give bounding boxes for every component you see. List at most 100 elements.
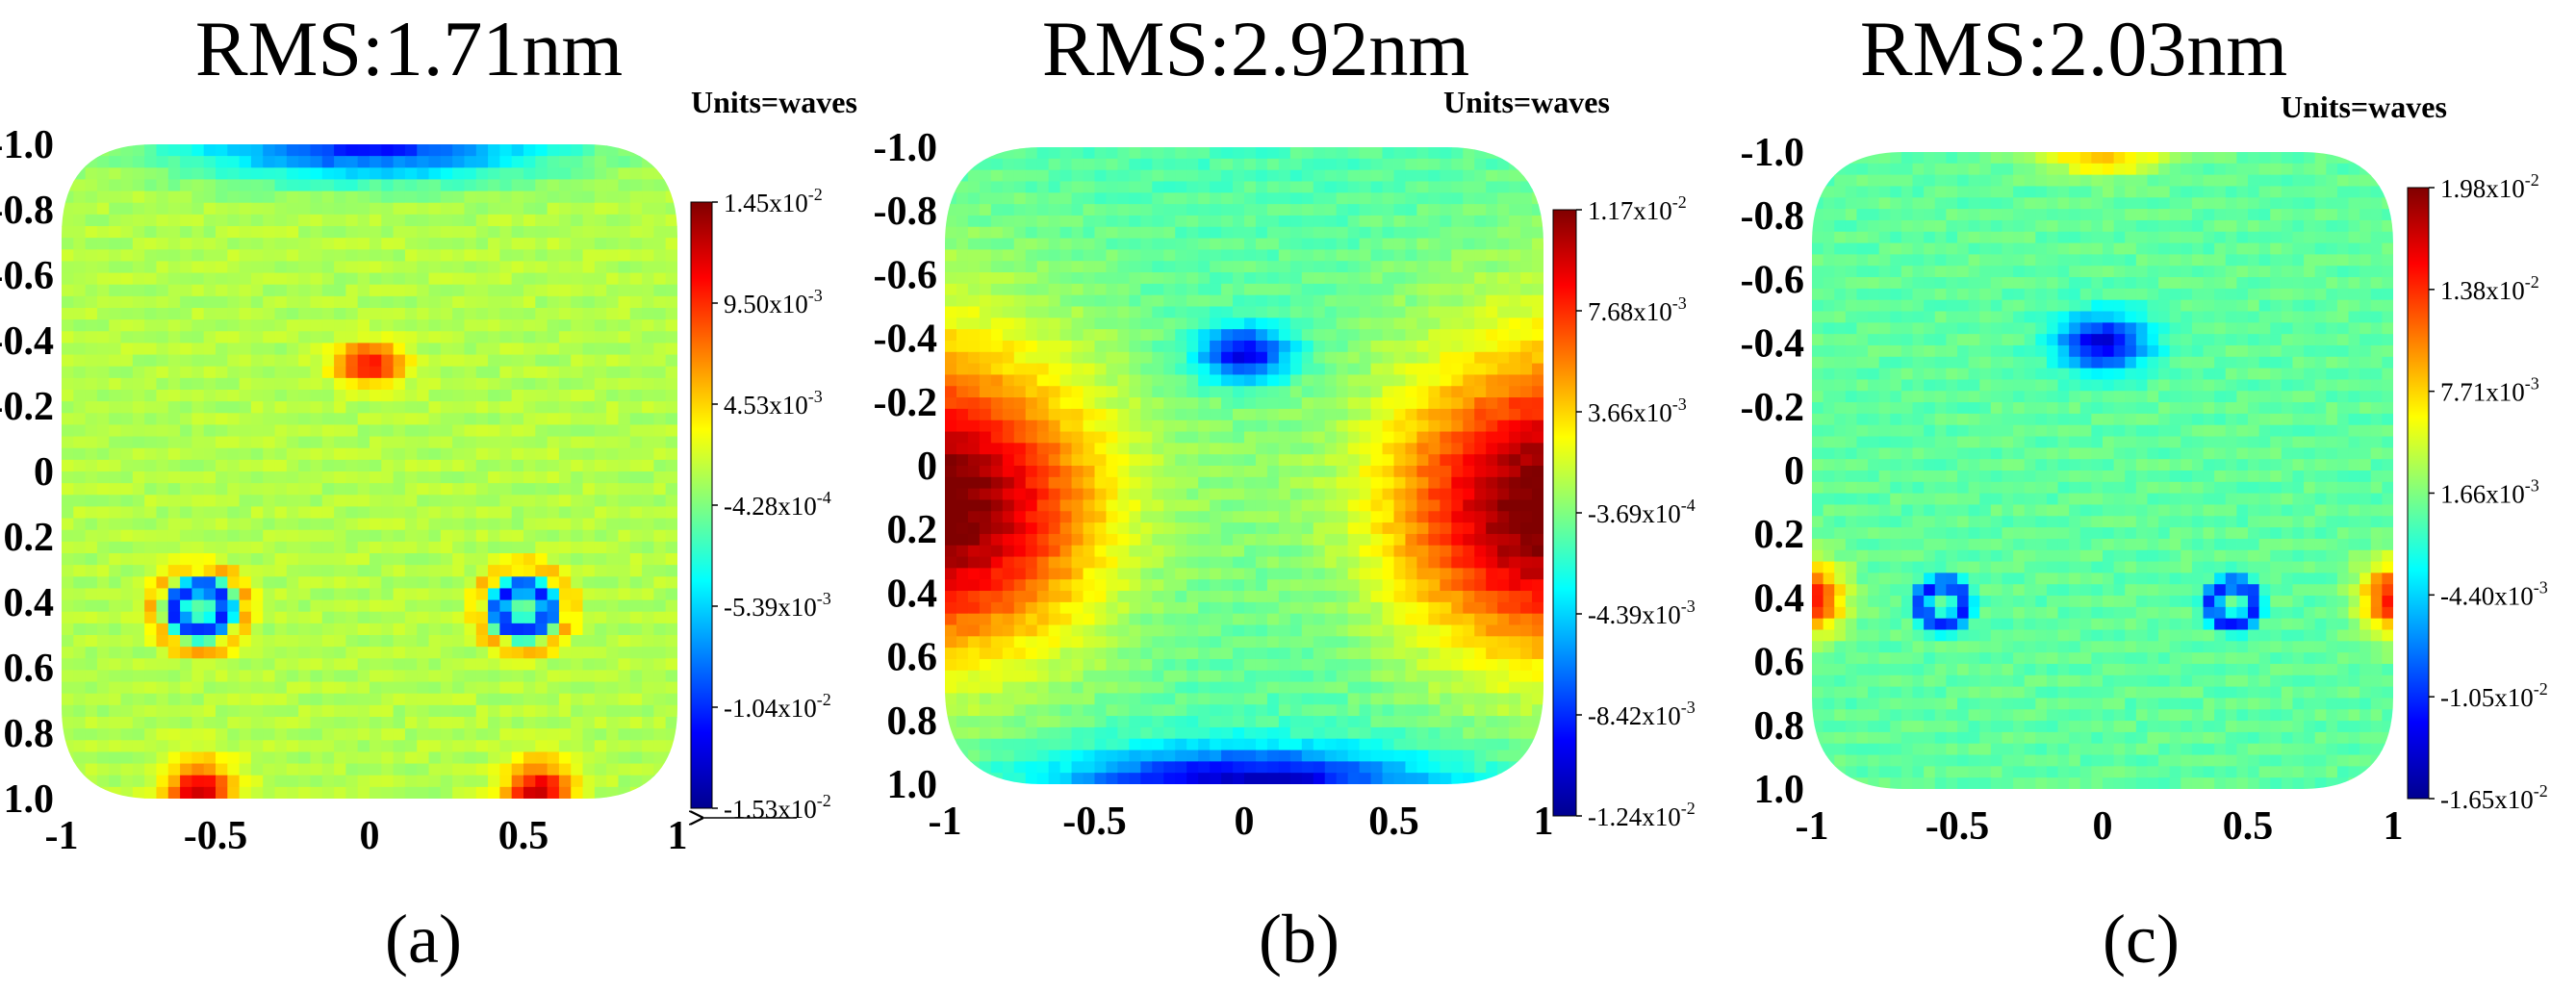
heatmap-cell	[428, 717, 442, 729]
heatmap-cell	[547, 717, 560, 729]
heatmap-cell	[120, 751, 134, 765]
heatmap-cell	[990, 476, 1004, 490]
heatmap-cell	[535, 647, 548, 659]
colorbar-label: -1.53x10-2	[724, 791, 831, 824]
heatmap-cell	[404, 447, 418, 461]
heatmap-cell	[156, 599, 169, 613]
heatmap-cell	[582, 238, 596, 250]
heatmap-cell	[1129, 386, 1141, 398]
heatmap-cell	[274, 390, 288, 402]
heatmap-cell	[1428, 192, 1441, 205]
heatmap-cell	[979, 306, 992, 318]
heatmap-cell	[1324, 431, 1338, 444]
heatmap-cell	[1463, 363, 1475, 376]
heatmap-cell	[629, 541, 643, 554]
heatmap-cell	[511, 249, 524, 263]
heatmap-cell	[1278, 545, 1291, 558]
heatmap-cell	[642, 483, 654, 496]
heatmap-cell	[85, 506, 98, 520]
heatmap-cell	[96, 565, 110, 577]
heatmap-cell	[428, 331, 442, 344]
heatmap-cell	[1336, 499, 1349, 512]
heatmap-cell	[1233, 556, 1245, 569]
heatmap-cell	[263, 728, 276, 741]
heatmap-cell	[1002, 556, 1015, 569]
heatmap-cell	[1048, 261, 1061, 273]
heatmap-cell	[310, 424, 323, 438]
heatmap-cell	[357, 377, 370, 391]
heatmap-cell	[558, 202, 572, 216]
heatmap-cell	[203, 670, 217, 683]
heatmap-cell	[334, 717, 346, 729]
heatmap-cell	[1486, 431, 1498, 444]
heatmap-cell	[1405, 351, 1418, 365]
heatmap-cell	[665, 751, 677, 765]
heatmap-cell	[167, 786, 181, 799]
heatmap-cell	[1221, 522, 1234, 535]
heatmap-cell	[381, 156, 395, 168]
heatmap-cell	[381, 717, 395, 729]
heatmap-cell	[475, 670, 489, 683]
heatmap-cell	[156, 670, 169, 683]
heatmap-cell	[1013, 499, 1027, 512]
heatmap-cell	[511, 693, 524, 706]
heatmap-cell	[464, 775, 477, 788]
heatmap-cell	[464, 763, 477, 776]
heatmap-cell	[558, 647, 572, 659]
heatmap-cell	[1152, 488, 1164, 501]
heatmap-cell	[464, 413, 477, 426]
heatmap-cell	[1382, 363, 1395, 376]
heatmap-cell	[642, 272, 654, 286]
heatmap-cell	[1198, 147, 1211, 160]
heatmap-cell	[1106, 431, 1119, 444]
heatmap-cell	[488, 670, 500, 683]
heatmap-cell	[167, 167, 181, 181]
heatmap-cell	[558, 717, 572, 729]
heatmap-cell	[404, 377, 418, 391]
heatmap-cell	[1497, 272, 1510, 285]
heatmap-cell	[1163, 204, 1176, 216]
heatmap-cell	[180, 295, 192, 309]
heatmap-cell	[120, 599, 134, 613]
heatmap-cell	[156, 284, 169, 297]
heatmap-cell	[1474, 443, 1487, 455]
heatmap-cell	[96, 331, 110, 344]
heatmap-cell	[1083, 181, 1096, 193]
heatmap-cell	[1405, 147, 1418, 160]
heatmap-cell	[96, 681, 110, 695]
heatmap-cell	[1509, 294, 1521, 308]
heatmap-cell	[1440, 249, 1452, 262]
heatmap-cell	[345, 576, 359, 590]
heatmap-cell	[144, 249, 158, 263]
heatmap-cell	[629, 599, 643, 613]
heatmap-cell	[642, 635, 654, 648]
heatmap-cell	[665, 553, 677, 566]
heatmap-cell	[547, 413, 560, 426]
heatmap-cell	[345, 191, 359, 204]
heatmap-cell	[582, 565, 596, 577]
heatmap-cell	[1071, 192, 1084, 205]
colorbar-label-exponent: -2	[808, 185, 823, 204]
heatmap-cell	[558, 167, 572, 181]
heatmap-cell	[191, 495, 205, 508]
heatmap-cell	[62, 272, 74, 286]
heatmap-cell	[357, 308, 370, 320]
heatmap-cell	[642, 506, 654, 520]
heatmap-cell	[370, 284, 382, 297]
heatmap-cell	[239, 588, 252, 601]
heatmap-cell	[464, 424, 477, 438]
heatmap-cell	[1520, 340, 1533, 353]
heatmap-cell	[1382, 488, 1395, 501]
heatmap-cell	[1336, 158, 1349, 171]
heatmap-cell	[594, 611, 607, 624]
heatmap-cell	[1036, 215, 1050, 228]
heatmap-cell	[357, 588, 370, 601]
heatmap-cell	[381, 354, 395, 368]
heatmap-cell	[665, 261, 677, 274]
heatmap-cell	[653, 331, 667, 344]
heatmap-cell	[1532, 374, 1543, 387]
heatmap-cell	[1002, 261, 1015, 273]
heatmap-cell	[535, 401, 548, 414]
heatmap-cell	[404, 506, 418, 520]
heatmap-cell	[653, 553, 667, 566]
